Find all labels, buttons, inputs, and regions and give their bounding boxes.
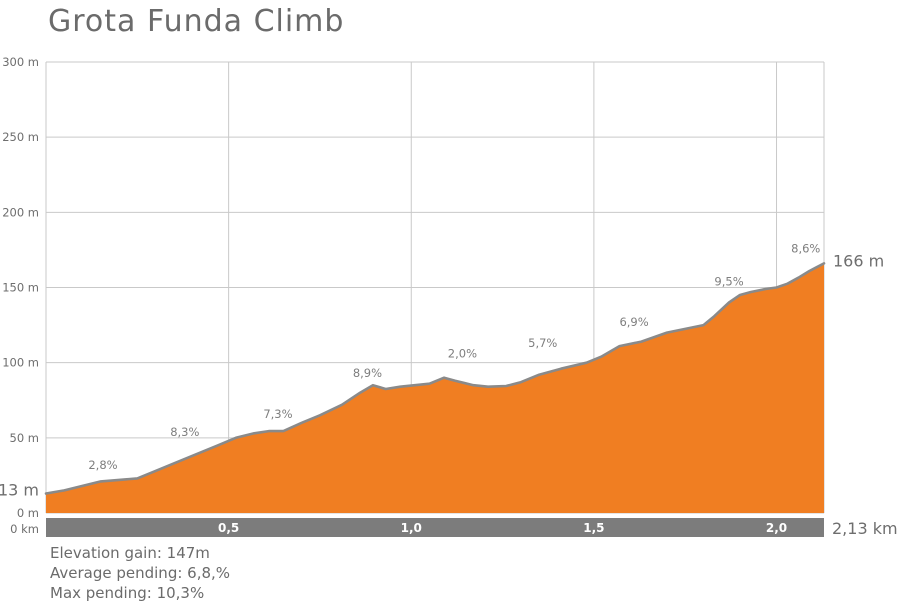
gradient-label: 7,3% [263, 407, 292, 421]
x-axis-bar [46, 518, 824, 537]
stats-footer: Elevation gain: 147m Average pending: 6,… [50, 543, 230, 603]
y-axis-tick-label: 200 m [2, 205, 39, 219]
y-axis-tick-label: 0 m [17, 506, 39, 520]
y-axis-tick-label: 300 m [2, 55, 39, 69]
page-title: Grota Funda Climb [48, 4, 345, 39]
gradient-label: 9,5% [714, 274, 743, 288]
gradient-label: 8,3% [170, 425, 199, 439]
gradient-label: 8,9% [353, 366, 382, 380]
start-elevation-label: 13 m [0, 480, 39, 499]
gradient-label: 8,6% [791, 241, 820, 255]
stat-average-gradient: Average pending: 6,8,% [50, 564, 231, 582]
y-axis-tick-label: 150 m [2, 281, 39, 295]
gradient-label: 6,9% [619, 315, 648, 329]
x-axis-tick-label: 1,5 [583, 521, 604, 535]
y-axis-tick-label: 50 m [10, 431, 40, 445]
gradient-label: 2,8% [88, 458, 117, 472]
end-elevation-label: 166 m [833, 251, 884, 270]
gradient-label: 2,0% [448, 347, 477, 361]
elevation-line [44, 262, 826, 495]
stat-elevation-gain: Elevation gain: 147m [50, 544, 210, 562]
y-axis-tick-label: 250 m [2, 130, 39, 144]
y-axis-tick-label: 100 m [2, 356, 39, 370]
x-axis-tick-label: 1,0 [401, 521, 422, 535]
gradient-label: 5,7% [528, 336, 557, 350]
elevation-area [46, 263, 824, 513]
stat-max-gradient: Max pending: 10,3% [50, 584, 205, 602]
x-axis-tick-label: 2,0 [766, 521, 787, 535]
total-distance-label: 2,13 km [832, 519, 898, 538]
x-axis-origin-label: 0 km [10, 522, 39, 536]
x-axis-tick-label: 0,5 [218, 521, 239, 535]
